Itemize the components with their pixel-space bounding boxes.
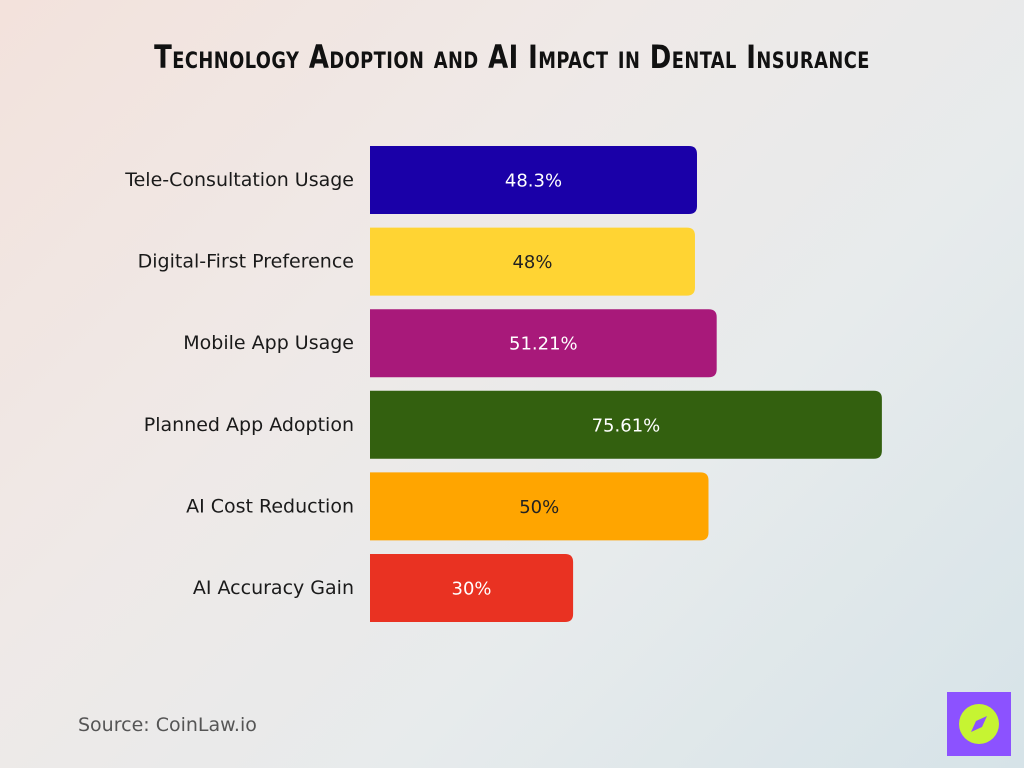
data-label: 48% (512, 252, 552, 273)
bar-1 (370, 227, 695, 296)
bar-3 (370, 390, 882, 459)
bar-5 (370, 554, 574, 622)
chart-title: Technology Adoption and AI Impact in Den… (154, 38, 870, 76)
bar-0 (370, 146, 697, 214)
category-label: Digital-First Preference (138, 251, 354, 273)
category-label: AI Accuracy Gain (193, 577, 354, 599)
brand-logo (947, 692, 1011, 756)
source-note: Source: CoinLaw.io (78, 714, 257, 736)
category-label: AI Cost Reduction (186, 495, 354, 517)
data-label: 51.21% (509, 334, 578, 355)
category-label: Mobile App Usage (183, 332, 354, 354)
bar-4 (370, 472, 709, 541)
data-label: 50% (519, 497, 559, 518)
compass-icon (959, 704, 999, 744)
category-label: Tele-Consultation Usage (124, 169, 354, 191)
data-label: 48.3% (505, 171, 562, 192)
data-label: 75.61% (592, 415, 661, 436)
data-label: 30% (452, 579, 492, 600)
category-label: Planned App Adoption (144, 414, 354, 436)
bar-2 (370, 309, 717, 378)
